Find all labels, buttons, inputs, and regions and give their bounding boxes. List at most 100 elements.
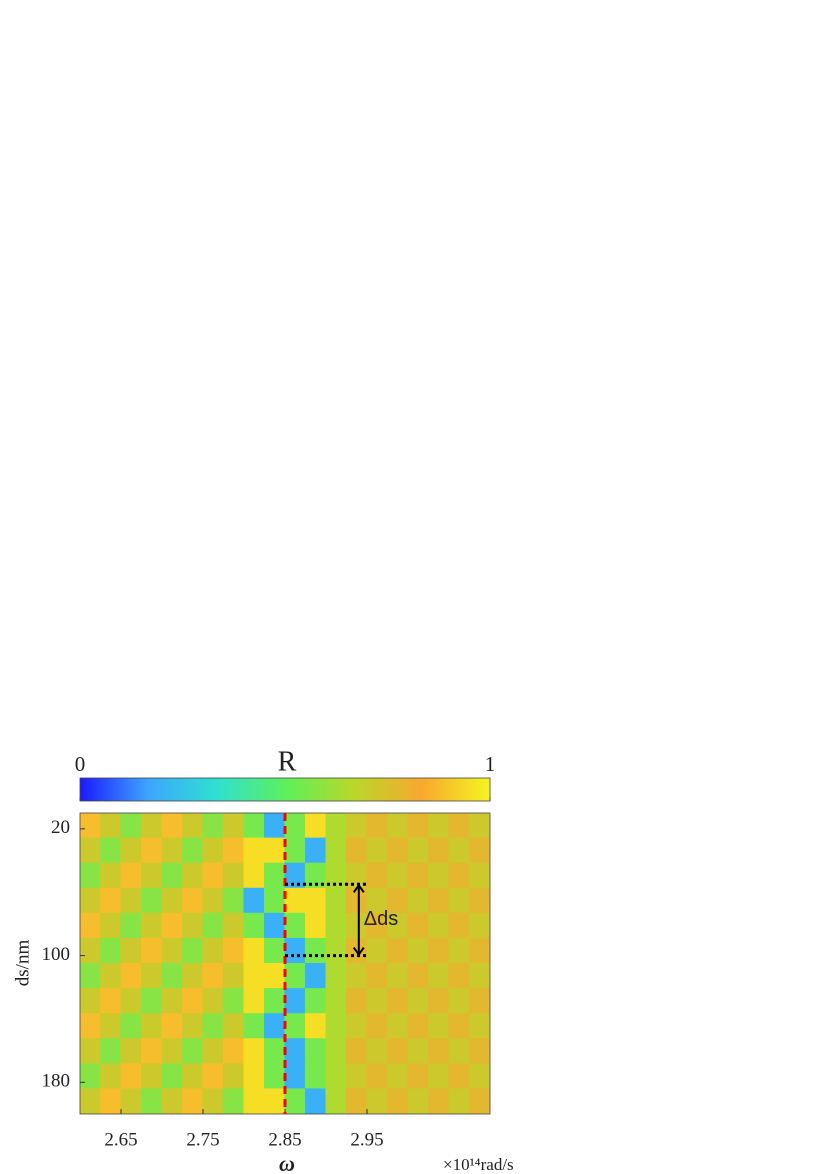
heatmap-cell [407,837,429,864]
heatmap-cell [448,1013,470,1040]
heatmap-cell [141,813,163,839]
heatmap-cell [182,988,204,1015]
heatmap-cell [284,1063,306,1090]
heatmap-cell [325,1088,347,1114]
heatmap-cell [182,887,204,914]
heatmap-cell [305,813,327,839]
heatmap-cell [428,887,450,914]
heatmap-cell [469,912,490,939]
heatmap-cell [80,813,101,839]
heatmap-cell [407,937,429,964]
heatmap-cell [346,963,368,990]
heatmap-cell [120,887,142,914]
heatmap-cell [346,837,368,864]
heatmap-cell [366,963,388,990]
heatmap-cell [407,862,429,889]
heatmap-cell [120,937,142,964]
heatmap-cell [366,1038,388,1065]
heatmap [80,813,490,1114]
heatmap-cell [182,1063,204,1090]
heatmap-cell [387,837,409,864]
heatmap-cell [284,862,306,889]
heatmap-cell [284,837,306,864]
heatmap-cell [469,862,490,889]
heatmap-cell [366,988,388,1015]
heatmap-cell [120,1063,142,1090]
y-tick-label: 20 [51,817,70,838]
heatmap-cell [428,1063,450,1090]
heatmap-cell [264,937,286,964]
heatmap-cell [305,988,327,1015]
heatmap-cell [223,1038,245,1065]
heatmap-cell [469,837,490,864]
heatmap-cell [243,1088,265,1114]
y-tick-label: 100 [42,944,71,965]
heatmap-cell [223,912,245,939]
heatmap-cell [120,1013,142,1040]
heatmap-cell [325,813,347,839]
heatmap-cell [182,963,204,990]
arrow-head [352,883,365,893]
heatmap-cell [182,912,204,939]
heatmap-cell [141,837,163,864]
heatmap-cell [428,963,450,990]
heatmap-cell [202,963,224,990]
heatmap-cell [284,813,306,839]
heatmap-cell [264,1063,286,1090]
colorbar-label: R [278,746,297,777]
heatmap-cell [243,813,265,839]
heatmap-cell [80,937,101,964]
heatmap-cell [182,862,204,889]
heatmap-cell [141,1063,163,1090]
heatmap-cell [80,837,101,864]
heatmap-cell [366,887,388,914]
heatmap-cell [366,813,388,839]
heatmap-cell [346,862,368,889]
heatmap-cell [141,1013,163,1040]
heatmap-cell [100,963,122,990]
heatmap-cell [182,1038,204,1065]
heatmap-cell [346,912,368,939]
heatmap-cell [387,963,409,990]
y-tick-label: 180 [42,1071,71,1092]
heatmap-cell [202,1038,224,1065]
heatmap-cell [141,862,163,889]
heatmap-cell [428,862,450,889]
heatmap-cell [223,937,245,964]
heatmap-cell [120,1038,142,1065]
heatmap-cell [428,912,450,939]
heatmap-cell [387,937,409,964]
heatmap-cell [284,1088,306,1114]
heatmap-cell [407,887,429,914]
x-tick-label: 2.85 [268,1129,301,1150]
heatmap-cell [387,1063,409,1090]
heatmap-cell [407,1038,429,1065]
heatmap-cell [202,813,224,839]
heatmap-cell [469,1038,490,1065]
heatmap-cell [161,813,183,839]
heatmap-cell [305,937,327,964]
heatmap-cell [223,1013,245,1040]
heatmap-cell [80,1088,101,1114]
heatmap-cell [141,937,163,964]
heatmap-cell [120,837,142,864]
heatmap-cell [428,1013,450,1040]
heatmap-cell [448,912,470,939]
heatmap-cell [223,862,245,889]
heatmap-cell [202,1088,224,1114]
heatmap-cell [243,963,265,990]
heatmap-cell [387,1038,409,1065]
heatmap-cell [387,887,409,914]
heatmap-cell [366,912,388,939]
heatmap-cell [264,1013,286,1040]
heatmap-cell [100,813,122,839]
heatmap-cell [161,1063,183,1090]
heatmap-cell [346,1063,368,1090]
heatmap-cell [448,988,470,1015]
heatmap-cell [80,988,101,1015]
heatmap-cell [120,862,142,889]
heatmap-cell [469,937,490,964]
heatmap-cell [428,988,450,1015]
heatmap-cell [202,837,224,864]
heatmap-cell [243,912,265,939]
